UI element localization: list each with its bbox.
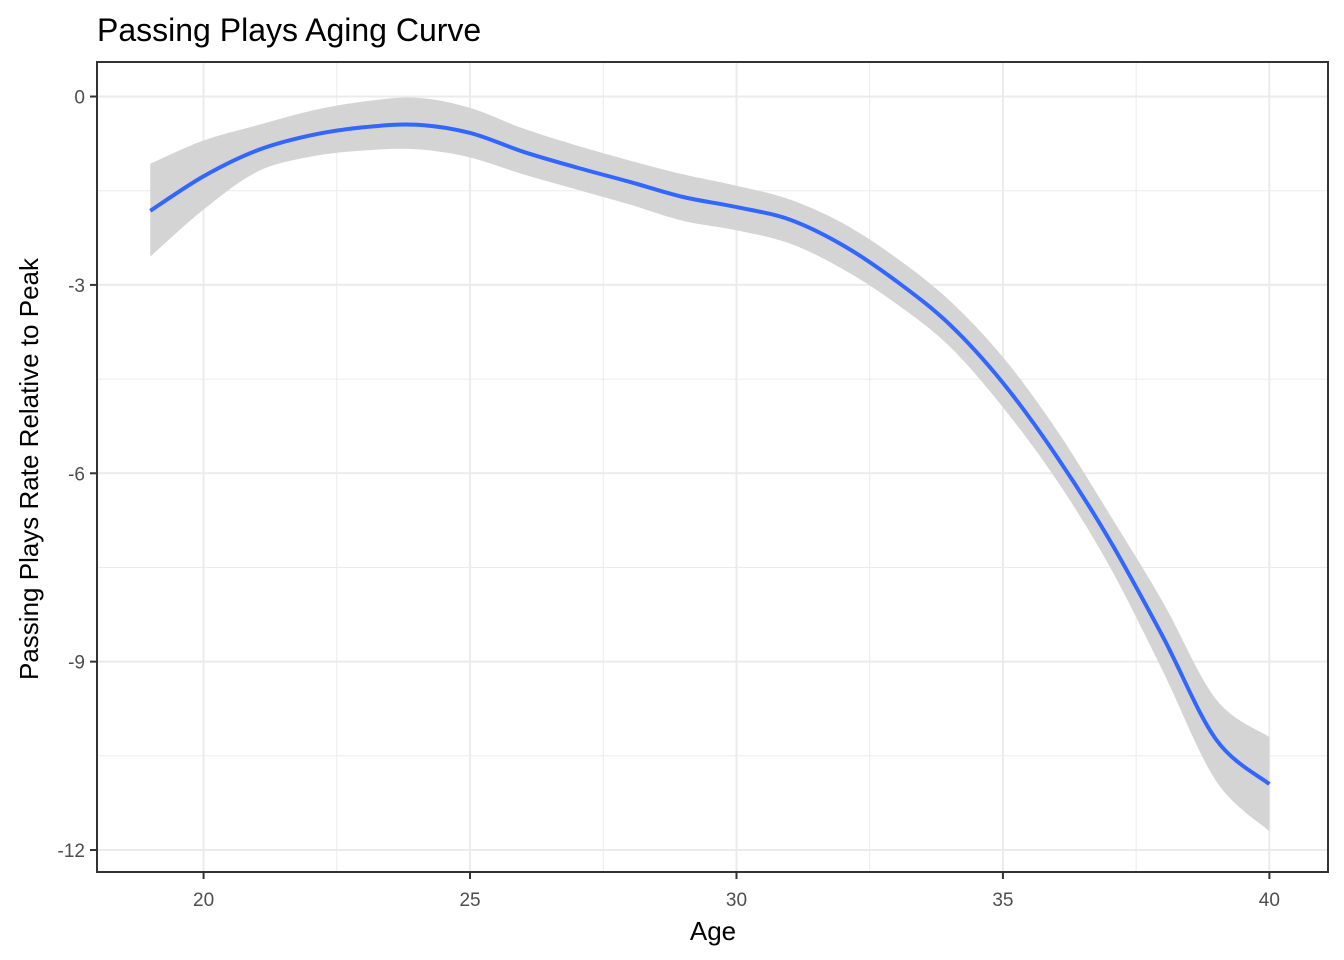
x-tick-label: 40 bbox=[1259, 890, 1280, 911]
x-tick-label: 25 bbox=[459, 890, 480, 911]
y-tick-label: -9 bbox=[68, 653, 85, 674]
y-tick-label: -6 bbox=[68, 464, 85, 485]
y-axis-ticks: 0 -3 -6 -9 -12 bbox=[58, 88, 97, 862]
x-tick-label: 30 bbox=[726, 890, 747, 911]
y-tick-label: -3 bbox=[68, 276, 85, 297]
trend-line bbox=[149, 122, 1271, 786]
x-axis-ticks: 20 25 30 35 40 bbox=[193, 872, 1280, 911]
x-axis-title: Age bbox=[690, 916, 736, 946]
chart-title: Passing Plays Aging Curve bbox=[97, 12, 481, 48]
x-tick-label: 20 bbox=[193, 890, 214, 911]
y-axis-title: Passing Plays Rate Relative to Peak bbox=[14, 257, 44, 680]
y-tick-label: 0 bbox=[74, 88, 85, 109]
y-tick-label: -12 bbox=[58, 841, 85, 862]
confidence-ribbon bbox=[150, 97, 1270, 832]
plot-border bbox=[96, 61, 1329, 873]
x-tick-label: 35 bbox=[992, 890, 1013, 911]
